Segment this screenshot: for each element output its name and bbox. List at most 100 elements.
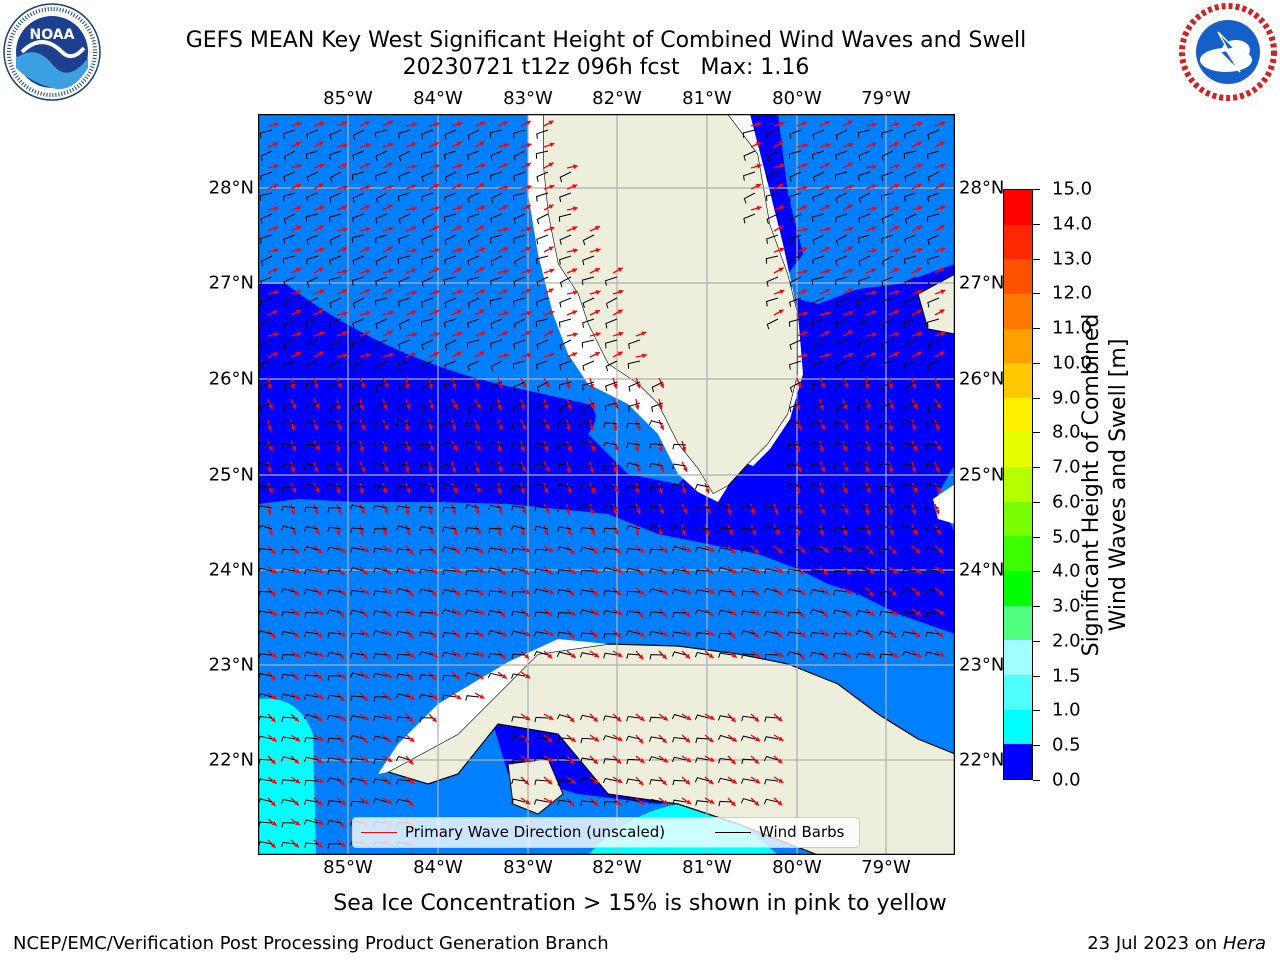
colorbar-tick-label: 1.5 <box>1052 665 1081 687</box>
wind-barb <box>927 255 940 265</box>
wave-arrow-head <box>894 310 899 315</box>
colorbar-tick-label: 3.0 <box>1052 595 1081 617</box>
wind-barb <box>280 462 296 469</box>
wind-barb <box>304 443 319 450</box>
wind-barb <box>511 505 526 511</box>
wave-arrow-head <box>479 141 485 146</box>
wave-arrow-head <box>639 548 645 553</box>
wind-barb <box>881 339 894 350</box>
wave-arrow-head <box>547 653 553 659</box>
wave-arrow-head <box>820 509 825 514</box>
wave-and-wind-vectors <box>257 120 946 849</box>
wind-barb <box>419 631 434 637</box>
wave-arrow-head <box>365 247 370 252</box>
wave-arrow-head <box>848 268 854 274</box>
wind-barb <box>465 484 480 490</box>
wave-arrow-head <box>775 529 780 535</box>
wind-barb <box>904 339 917 350</box>
wave-arrow-head <box>408 591 414 597</box>
wind-barb <box>281 486 296 492</box>
wind-barb <box>260 171 273 181</box>
colorbar-band <box>1004 536 1032 572</box>
wave-arrow-head <box>819 488 824 494</box>
wind-barb <box>835 318 848 329</box>
wave-arrow-head <box>593 549 598 554</box>
wave-arrow-head <box>912 403 918 409</box>
wave-arrow-head <box>434 206 440 211</box>
wave-arrow-head <box>431 717 437 722</box>
wave-arrow-head <box>480 163 486 168</box>
wave-arrow-head <box>525 162 531 168</box>
wind-barb <box>396 610 411 617</box>
wave-arrow-head <box>456 652 462 657</box>
wave-arrow-head <box>548 120 554 125</box>
wind-barb <box>857 339 871 349</box>
wave-arrow-head <box>520 404 526 410</box>
wind-barb <box>536 213 549 225</box>
wind-barb <box>373 653 388 659</box>
wind-barb <box>764 548 779 554</box>
wind-barb <box>879 653 894 660</box>
footer-date: 23 Jul 2023 on Hera <box>1087 933 1266 954</box>
footer-host: Hera <box>1222 933 1266 954</box>
wave-arrow-head <box>662 799 668 805</box>
wind-barb <box>927 234 940 245</box>
wind-barb <box>694 483 710 490</box>
legend-wave-entry: Primary Wave Direction (unscaled) <box>361 823 665 841</box>
wind-barb <box>375 213 388 224</box>
wave-arrow-head <box>294 632 299 638</box>
wave-arrow-head <box>662 715 668 721</box>
wind-barb <box>787 463 802 469</box>
wave-arrow-head <box>614 487 619 493</box>
wave-arrow-head <box>614 529 619 535</box>
wind-barb <box>856 547 871 554</box>
wave-arrow-head <box>935 509 940 515</box>
wind-barb <box>419 611 434 618</box>
wave-arrow-head <box>894 164 900 169</box>
wind-barb <box>327 800 342 806</box>
wave-arrow-head <box>800 590 806 595</box>
wind-barb <box>441 589 457 595</box>
wave-arrow-head <box>525 204 531 210</box>
wave-arrow-head <box>754 758 759 764</box>
wave-arrow-head <box>382 446 388 452</box>
wind-barb <box>878 525 894 531</box>
wave-arrow-head <box>457 121 463 127</box>
wind-barb <box>375 360 388 372</box>
wind-barb <box>672 779 687 786</box>
wind-barb <box>881 402 894 412</box>
y-tick-label-left: 25°N <box>208 464 254 486</box>
wind-barb <box>881 318 894 330</box>
wave-arrow-head <box>479 267 485 272</box>
wind-barb <box>536 402 549 413</box>
wind-barb <box>764 653 779 660</box>
wave-arrow-head <box>590 488 595 493</box>
wind-barb <box>467 381 480 391</box>
wave-arrow-head <box>888 467 893 473</box>
wind-barb <box>329 255 342 266</box>
wind-barb <box>259 234 273 244</box>
wave-arrow-head <box>268 530 273 536</box>
wind-barb <box>533 650 549 657</box>
wave-arrow-head <box>343 185 348 190</box>
wave-arrow-head <box>429 446 434 451</box>
wave-arrow-head <box>431 675 437 680</box>
wind-barb <box>349 715 365 721</box>
wind-barb <box>648 462 664 469</box>
wave-arrow-head <box>936 529 941 535</box>
wave-arrow-head <box>429 404 434 409</box>
wind-barb <box>534 443 549 449</box>
wave-arrow-head <box>412 290 417 296</box>
wave-arrow-head <box>479 309 485 314</box>
wave-arrow-head <box>295 820 301 826</box>
wave-arrow-head <box>360 383 365 388</box>
wave-arrow-head <box>756 121 762 127</box>
wave-arrow-head <box>889 488 894 493</box>
wind-barb <box>444 129 457 140</box>
wind-barb <box>329 171 342 183</box>
wind-barb <box>280 630 296 637</box>
wind-barb <box>349 547 365 553</box>
wind-barb <box>327 843 342 849</box>
wave-arrow-head <box>797 425 802 431</box>
wind-barb <box>511 653 526 660</box>
